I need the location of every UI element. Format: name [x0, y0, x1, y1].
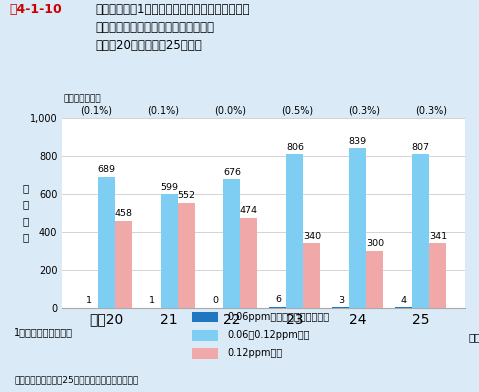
Text: 0: 0	[212, 296, 218, 305]
Text: 昼間の日最高1時間値の光化学オキシダント濃度
レベル毎の測定局数の推移（一般局）
（平成20年度～平成25年度）: 昼間の日最高1時間値の光化学オキシダント濃度 レベル毎の測定局数の推移（一般局）…	[96, 3, 251, 52]
Text: 599: 599	[160, 183, 178, 192]
FancyBboxPatch shape	[192, 348, 218, 359]
Text: (0.5%): (0.5%)	[281, 106, 313, 116]
Bar	[98, 177, 114, 308]
Text: 围4-1-10: 围4-1-10	[10, 3, 62, 16]
Text: 458: 458	[114, 209, 132, 218]
Text: 474: 474	[240, 206, 258, 215]
Text: 676: 676	[223, 168, 241, 177]
Y-axis label: 測
定
局
数: 測 定 局 数	[23, 183, 29, 242]
Text: 807: 807	[412, 143, 430, 152]
Bar	[332, 307, 349, 308]
Text: 1: 1	[149, 296, 155, 305]
Text: (0.1%): (0.1%)	[147, 106, 179, 116]
Text: 552: 552	[177, 192, 195, 200]
Text: 1: 1	[86, 296, 92, 305]
Text: 0.12ppm以上: 0.12ppm以上	[228, 348, 283, 358]
Bar	[178, 203, 194, 308]
Bar	[303, 243, 320, 308]
Text: (0.0%): (0.0%)	[214, 106, 246, 116]
Bar	[269, 307, 286, 308]
Text: 341: 341	[429, 232, 447, 241]
Text: 689: 689	[97, 165, 115, 174]
Bar	[160, 194, 178, 308]
Text: 4: 4	[401, 296, 407, 305]
Bar	[366, 251, 383, 308]
Text: 6: 6	[275, 295, 281, 304]
Text: （年度）: （年度）	[468, 332, 479, 343]
FancyBboxPatch shape	[192, 330, 218, 341]
Text: 3: 3	[338, 296, 344, 305]
Bar	[286, 154, 303, 308]
Bar	[395, 307, 412, 308]
Text: 環境基準達成率: 環境基準達成率	[64, 94, 101, 103]
Bar	[349, 148, 366, 308]
Bar	[224, 179, 240, 308]
Text: 300: 300	[366, 240, 384, 249]
Text: 340: 340	[303, 232, 321, 241]
Bar	[240, 218, 258, 308]
Text: 806: 806	[286, 143, 304, 152]
Bar	[412, 154, 429, 308]
Text: (0.1%): (0.1%)	[80, 106, 112, 116]
Bar	[114, 221, 132, 308]
Text: (0.3%): (0.3%)	[348, 106, 380, 116]
Text: 資料：環境省「平成25年度大気汚染状況報告書」: 資料：環境省「平成25年度大気汚染状況報告書」	[14, 375, 138, 384]
Text: (0.3%): (0.3%)	[415, 106, 447, 116]
FancyBboxPatch shape	[192, 312, 218, 323]
Text: 839: 839	[349, 137, 367, 146]
Text: 1時間値の年間最高値: 1時間値の年間最高値	[14, 327, 73, 337]
Text: 0.06～0.12ppm未満: 0.06～0.12ppm未満	[228, 330, 310, 340]
Text: 0.06ppm以下（環境基準達成）: 0.06ppm以下（環境基準達成）	[228, 312, 330, 322]
Bar	[429, 243, 446, 308]
